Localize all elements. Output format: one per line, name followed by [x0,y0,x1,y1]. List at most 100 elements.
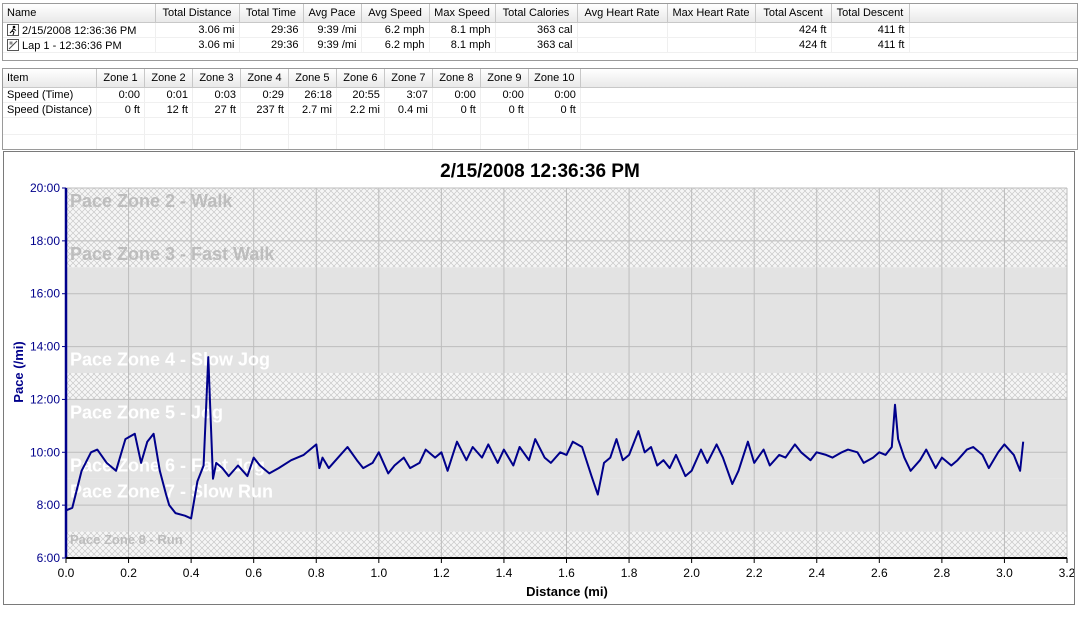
table-cell [667,37,756,53]
y-tick-label: 16:00 [30,287,60,301]
x-axis-ticks: 0.0 0.2 0.4 0.6 0.8 1.0 1.2 1.4 1.6 1.8 2.0 2.2 2.4 2… [58,558,1074,580]
table-cell [577,37,668,53]
run-activity-icon [7,23,19,36]
empty-cell [528,117,581,135]
table-cell [577,22,668,38]
x-tick-label: 1.4 [496,566,513,580]
zones-column-header[interactable]: Zone 1 [96,69,145,88]
summary-column-header[interactable]: Max Speed [429,4,496,23]
header-filler [580,69,1077,88]
zones-column-header[interactable]: Zone 9 [480,69,529,88]
zones-column-header[interactable]: Zone 4 [240,69,289,88]
empty-cell [144,117,193,135]
zones-column-header[interactable]: Zone 7 [384,69,433,88]
activity-summary-list[interactable]: Name Total Distance Total Time Avg Pace Avg … [2,3,1078,61]
table-cell: 3.06 mi [155,22,240,38]
table-cell: 411 ft [831,22,910,38]
pace-line [65,356,1025,520]
table-row[interactable]: Lap 1 - 12:36:36 PM 3.06 mi 29:36 9:39 /mi 6… [3,37,1077,53]
table-cell: 0 ft [480,102,529,118]
table-cell: 9:39 /mi [303,37,362,53]
pace-zone-label: Pace Zone 2 - Walk [70,191,233,211]
zones-column-header[interactable]: Zone 10 [528,69,581,88]
zones-column-header[interactable]: Item [3,69,97,88]
table-cell: 20:55 [336,87,385,103]
empty-cell [192,117,241,135]
empty-row [3,134,1077,149]
empty-cell [480,134,529,149]
table-cell: 0:01 [144,87,193,103]
table-cell: 8.1 mph [429,37,496,53]
empty-cell [144,134,193,149]
empty-cell [580,117,1077,135]
empty-cell [432,117,481,135]
table-cell: 424 ft [755,22,832,38]
table-cell: 29:36 [239,22,304,38]
summary-column-header[interactable]: Total Time [239,4,304,23]
table-row[interactable]: Speed (Time) 0:00 0:01 0:03 0:29 26:18 20:55 3:… [3,87,1077,103]
table-row[interactable]: 2/15/2008 12:36:36 PM 3.06 mi 29:36 9:39 /m… [3,22,1077,38]
summary-column-header[interactable]: Name [3,4,156,23]
zone-breakdown-list[interactable]: Item Zone 1 Zone 2 Zone 3 Zone 4 Zone 5 Zone 6… [2,68,1078,150]
pace-zone-label: Pace Zone 7 - Slow Run [70,482,273,502]
activity-summary-table: Name Total Distance Total Time Avg Pace Avg … [3,4,1077,53]
table-row[interactable]: Speed (Distance) 0 ft 12 ft 27 ft 237 ft 2.7 … [3,102,1077,118]
zones-column-header[interactable]: Zone 2 [144,69,193,88]
x-tick-label: 1.2 [433,566,450,580]
zones-column-header[interactable]: Zone 3 [192,69,241,88]
table-cell: 9:39 /mi [303,22,362,38]
table-cell: 3.06 mi [155,37,240,53]
x-tick-label: 2.0 [683,566,700,580]
pace-zone-label: Pace Zone 3 - Fast Walk [70,244,275,264]
table-cell: 29:36 [239,37,304,53]
row-filler [580,87,1077,103]
summary-column-header[interactable]: Total Calories [495,4,578,23]
x-tick-label: 2.4 [808,566,825,580]
summary-column-header[interactable]: Total Distance [155,4,240,23]
empty-cell [384,134,433,149]
table-cell: 424 ft [755,37,832,53]
table-cell: 26:18 [288,87,337,103]
empty-cell [480,117,529,135]
header-filler [909,4,1077,23]
chart-title: 2/15/2008 12:36:36 PM [440,161,640,182]
y-axis-ticks: 6:00 8:00 10:00 12:00 14:00 16:00 18:00 20:00 [30,181,66,565]
pace-zone-label: Pace Zone 4 - Slow Jog [70,350,270,370]
empty-cell [432,134,481,149]
table-cell [667,22,756,38]
summary-column-header[interactable]: Total Ascent [755,4,832,23]
x-tick-label: 0.2 [120,566,137,580]
pace-zone-labels: Pace Zone 2 - Walk Pace Zone 3 - Fast Wal… [70,191,275,547]
row-name-label: 2/15/2008 12:36:36 PM [22,24,137,37]
x-tick-label: 0.4 [183,566,200,580]
empty-cell [240,134,289,149]
empty-row [3,117,1077,135]
y-tick-label: 14:00 [30,340,60,354]
empty-cell [192,134,241,149]
summary-column-header[interactable]: Avg Pace [303,4,362,23]
table-cell: 411 ft [831,37,910,53]
y-axis-label: Pace (/mi) [11,341,26,402]
summary-column-header[interactable]: Avg Heart Rate [577,4,668,23]
table-cell: Speed (Distance) [3,102,97,118]
pace-chart-panel[interactable]: 2/15/2008 12:36:36 PM Pace Zone 2 - Walk… [3,151,1075,605]
zone-breakdown-table: Item Zone 1 Zone 2 Zone 3 Zone 4 Zone 5 Zone 6… [3,69,1077,149]
summary-column-header[interactable]: Total Descent [831,4,910,23]
summary-column-header[interactable]: Max Heart Rate [667,4,756,23]
zones-column-header[interactable]: Zone 6 [336,69,385,88]
empty-cell [240,117,289,135]
x-tick-label: 1.8 [621,566,638,580]
table-cell: 0:00 [432,87,481,103]
table-cell: 8.1 mph [429,22,496,38]
summary-column-header[interactable]: Avg Speed [361,4,430,23]
row-filler [909,22,1077,38]
pace-zone-label: Pace Zone 5 - Jog [70,402,223,422]
table-cell: 2/15/2008 12:36:36 PM [3,22,156,38]
zones-column-header[interactable]: Zone 8 [432,69,481,88]
empty-cell [3,134,97,149]
empty-cell [336,134,385,149]
zones-column-header[interactable]: Zone 5 [288,69,337,88]
table-cell: 27 ft [192,102,241,118]
empty-cell [384,117,433,135]
empty-cell [580,134,1077,149]
